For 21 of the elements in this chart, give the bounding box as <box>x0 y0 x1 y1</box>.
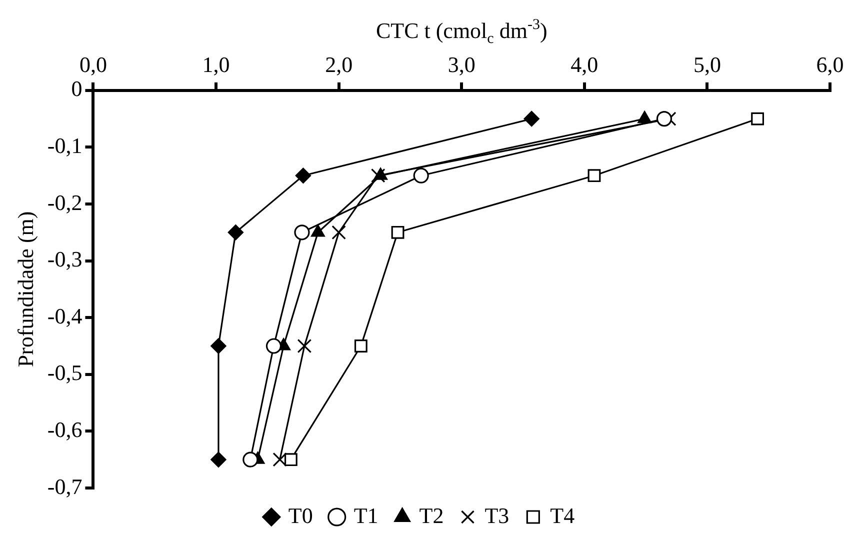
legend-label: T3 <box>484 502 510 528</box>
y-tick-label: -0,2 <box>47 190 82 215</box>
y-tick-label: -0,4 <box>47 303 82 328</box>
x-tick-label: 4,0 <box>570 52 598 77</box>
x-tick-label: 3,0 <box>448 52 476 77</box>
x-tick-label: 6,0 <box>816 52 844 77</box>
x-tick-label: 5,0 <box>693 52 721 77</box>
y-tick-label: -0,7 <box>47 474 82 499</box>
legend-label: T2 <box>419 502 444 528</box>
y-tick-label: -0,6 <box>47 416 82 442</box>
y-tick-label: -0,5 <box>47 360 82 386</box>
y-tick-label: -0,1 <box>47 132 82 158</box>
legend-label: T4 <box>550 502 575 528</box>
y-tick-label: 0 <box>71 76 82 102</box>
x-tick-label: 0,0 <box>79 52 107 77</box>
x-tick-label: 2,0 <box>325 52 353 77</box>
x-tick-label: 1,0 <box>202 52 230 77</box>
legend-label: T0 <box>288 502 313 528</box>
y-axis-title: Profundidade (m) <box>12 211 38 368</box>
y-tick-label: -0,3 <box>47 246 82 272</box>
legend-label: T1 <box>354 502 378 528</box>
